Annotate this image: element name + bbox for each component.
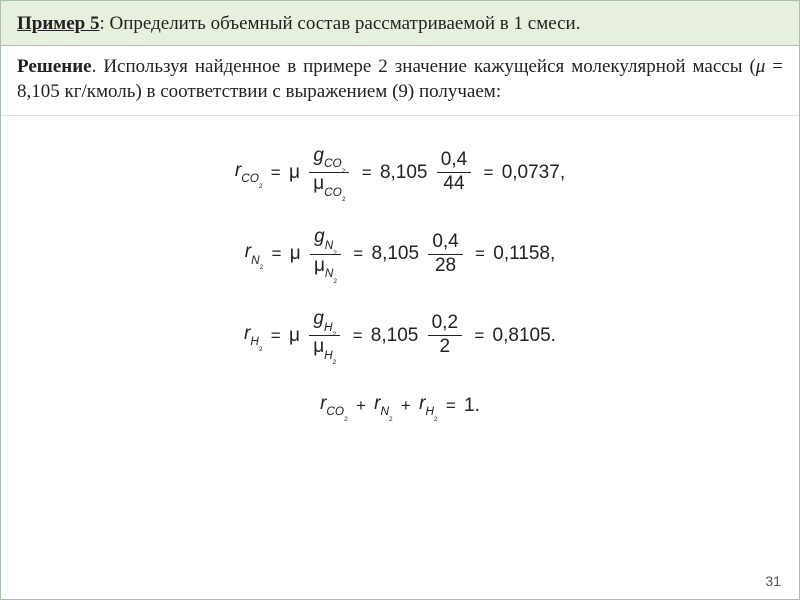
solution-title: Решение <box>17 56 92 77</box>
frac-g-mu-h2: gH2 μH2 <box>309 309 340 363</box>
solution-box: Решение. Используя найденное в примере 2… <box>1 46 799 116</box>
mu-coef: μ <box>290 243 301 265</box>
equation-co2: rCO2 = μ gCO2 μCO2 = 8,105 0,4 44 = 0,07… <box>1 146 799 200</box>
result-co2: 0,0737 <box>502 162 560 184</box>
example-title: Пример 5 <box>17 13 100 34</box>
frac-numeric-h2: 0,2 2 <box>428 313 462 358</box>
tail-comma: , <box>550 243 555 264</box>
tail-period: . <box>551 325 556 346</box>
example-header-box: Пример 5: Определить объемный состав рас… <box>1 1 799 46</box>
equation-sum: rCO2 + rN2 + rH2 = 1. <box>1 393 799 419</box>
solution-body-a: Используя найденное в примере 2 значение… <box>103 56 755 77</box>
coef-value: 8,105 <box>380 162 428 184</box>
equals-icon: = <box>475 244 485 264</box>
coef-value: 8,105 <box>371 325 419 347</box>
sum-rhs: 1 <box>464 395 475 417</box>
page-number: 31 <box>765 573 781 589</box>
equals-icon: = <box>271 163 281 183</box>
example-body: Определить объемный состав рассматриваем… <box>105 13 581 34</box>
frac-g-mu-co2: gCO2 μCO2 <box>309 146 349 200</box>
mu-coef: μ <box>289 162 300 184</box>
equation-n2: rN2 = μ gN2 μN2 = 8,105 0,4 28 = 0,1158, <box>1 227 799 281</box>
mu-symbol: μ <box>756 56 766 77</box>
equals-icon: = <box>362 163 372 183</box>
equals-icon: = <box>353 244 363 264</box>
equals-icon: = <box>271 244 281 264</box>
result-h2: 0,8105 <box>493 325 551 347</box>
solution-period: . <box>92 56 104 77</box>
equations-area: rCO2 = μ gCO2 μCO2 = 8,105 0,4 44 = 0,07… <box>1 116 799 419</box>
equation-h2: rH2 = μ gH2 μH2 = 8,105 0,2 2 = 0,8105. <box>1 309 799 363</box>
frac-numeric-co2: 0,4 44 <box>437 150 471 195</box>
lhs-r-n2: rN2 <box>245 241 263 267</box>
term-r-co2: rCO2 <box>320 393 348 419</box>
document-frame: Пример 5: Определить объемный состав рас… <box>0 0 800 600</box>
plus-icon: + <box>356 396 366 416</box>
plus-icon: + <box>401 396 411 416</box>
term-r-n2: rN2 <box>374 393 392 419</box>
mu-coef: μ <box>289 325 300 347</box>
term-r-h2: rH2 <box>419 393 437 419</box>
equals-icon: = <box>446 396 456 416</box>
lhs-r-h2: rH2 <box>244 323 262 349</box>
tail-period: . <box>475 395 480 416</box>
coef-value: 8,105 <box>372 243 420 265</box>
equals-icon: = <box>353 326 363 346</box>
frac-g-mu-n2: gN2 μN2 <box>310 227 341 281</box>
equals-icon: = <box>474 326 484 346</box>
frac-numeric-n2: 0,4 28 <box>428 232 462 277</box>
result-n2: 0,1158 <box>493 243 550 265</box>
lhs-r-co2: rCO2 <box>235 160 263 186</box>
equals-icon: = <box>483 163 493 183</box>
equals-icon: = <box>271 326 281 346</box>
tail-comma: , <box>560 162 565 183</box>
